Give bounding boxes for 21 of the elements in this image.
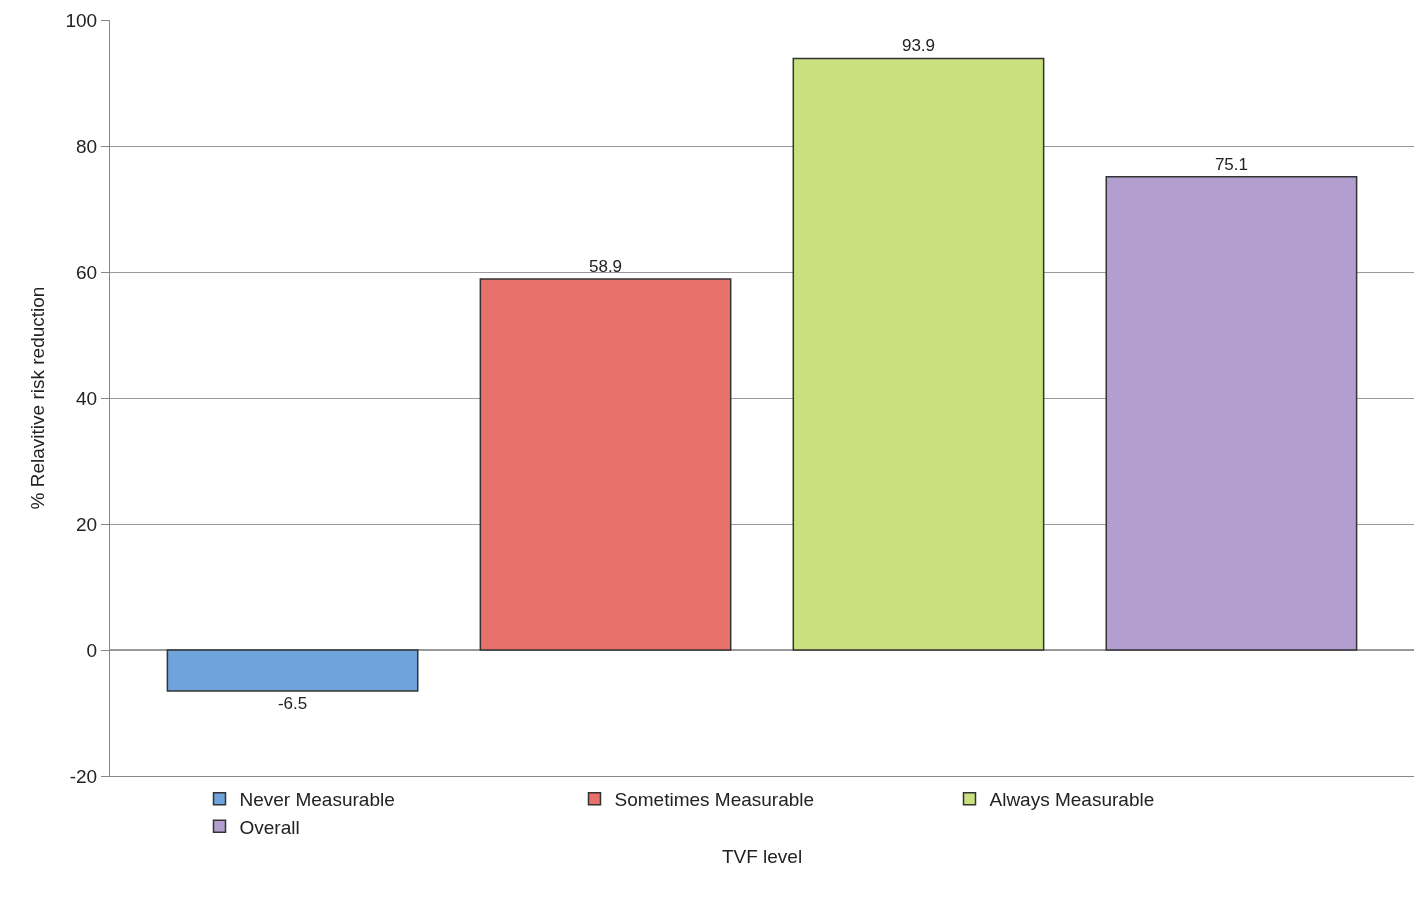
bar <box>166 649 419 692</box>
data-label: 58.9 <box>588 256 623 276</box>
y-tick-label: 100 <box>65 9 98 31</box>
y-tick-label: 0 <box>86 639 98 661</box>
y-tick-label: 80 <box>76 135 98 157</box>
data-label: 93.9 <box>901 36 936 56</box>
y-axis-title: % Relavitive risk reduction <box>27 286 49 510</box>
data-label: 75.1 <box>1214 154 1248 174</box>
y-tick-label: -20 <box>69 765 98 787</box>
y-tick-label: 20 <box>76 513 98 535</box>
bar <box>1105 176 1358 651</box>
bar <box>792 57 1045 651</box>
legend-label: Always Measurable <box>989 789 1155 811</box>
legend-label: Never Measurable <box>239 789 395 811</box>
legend-label: Overall <box>239 816 300 838</box>
data-label: -6.5 <box>277 693 308 713</box>
y-tick-label: 60 <box>76 261 98 283</box>
x-axis-title: TVF level <box>721 846 803 868</box>
legend-label: Sometimes Measurable <box>614 789 815 811</box>
bar <box>479 278 732 651</box>
y-tick-label: 40 <box>76 387 98 409</box>
